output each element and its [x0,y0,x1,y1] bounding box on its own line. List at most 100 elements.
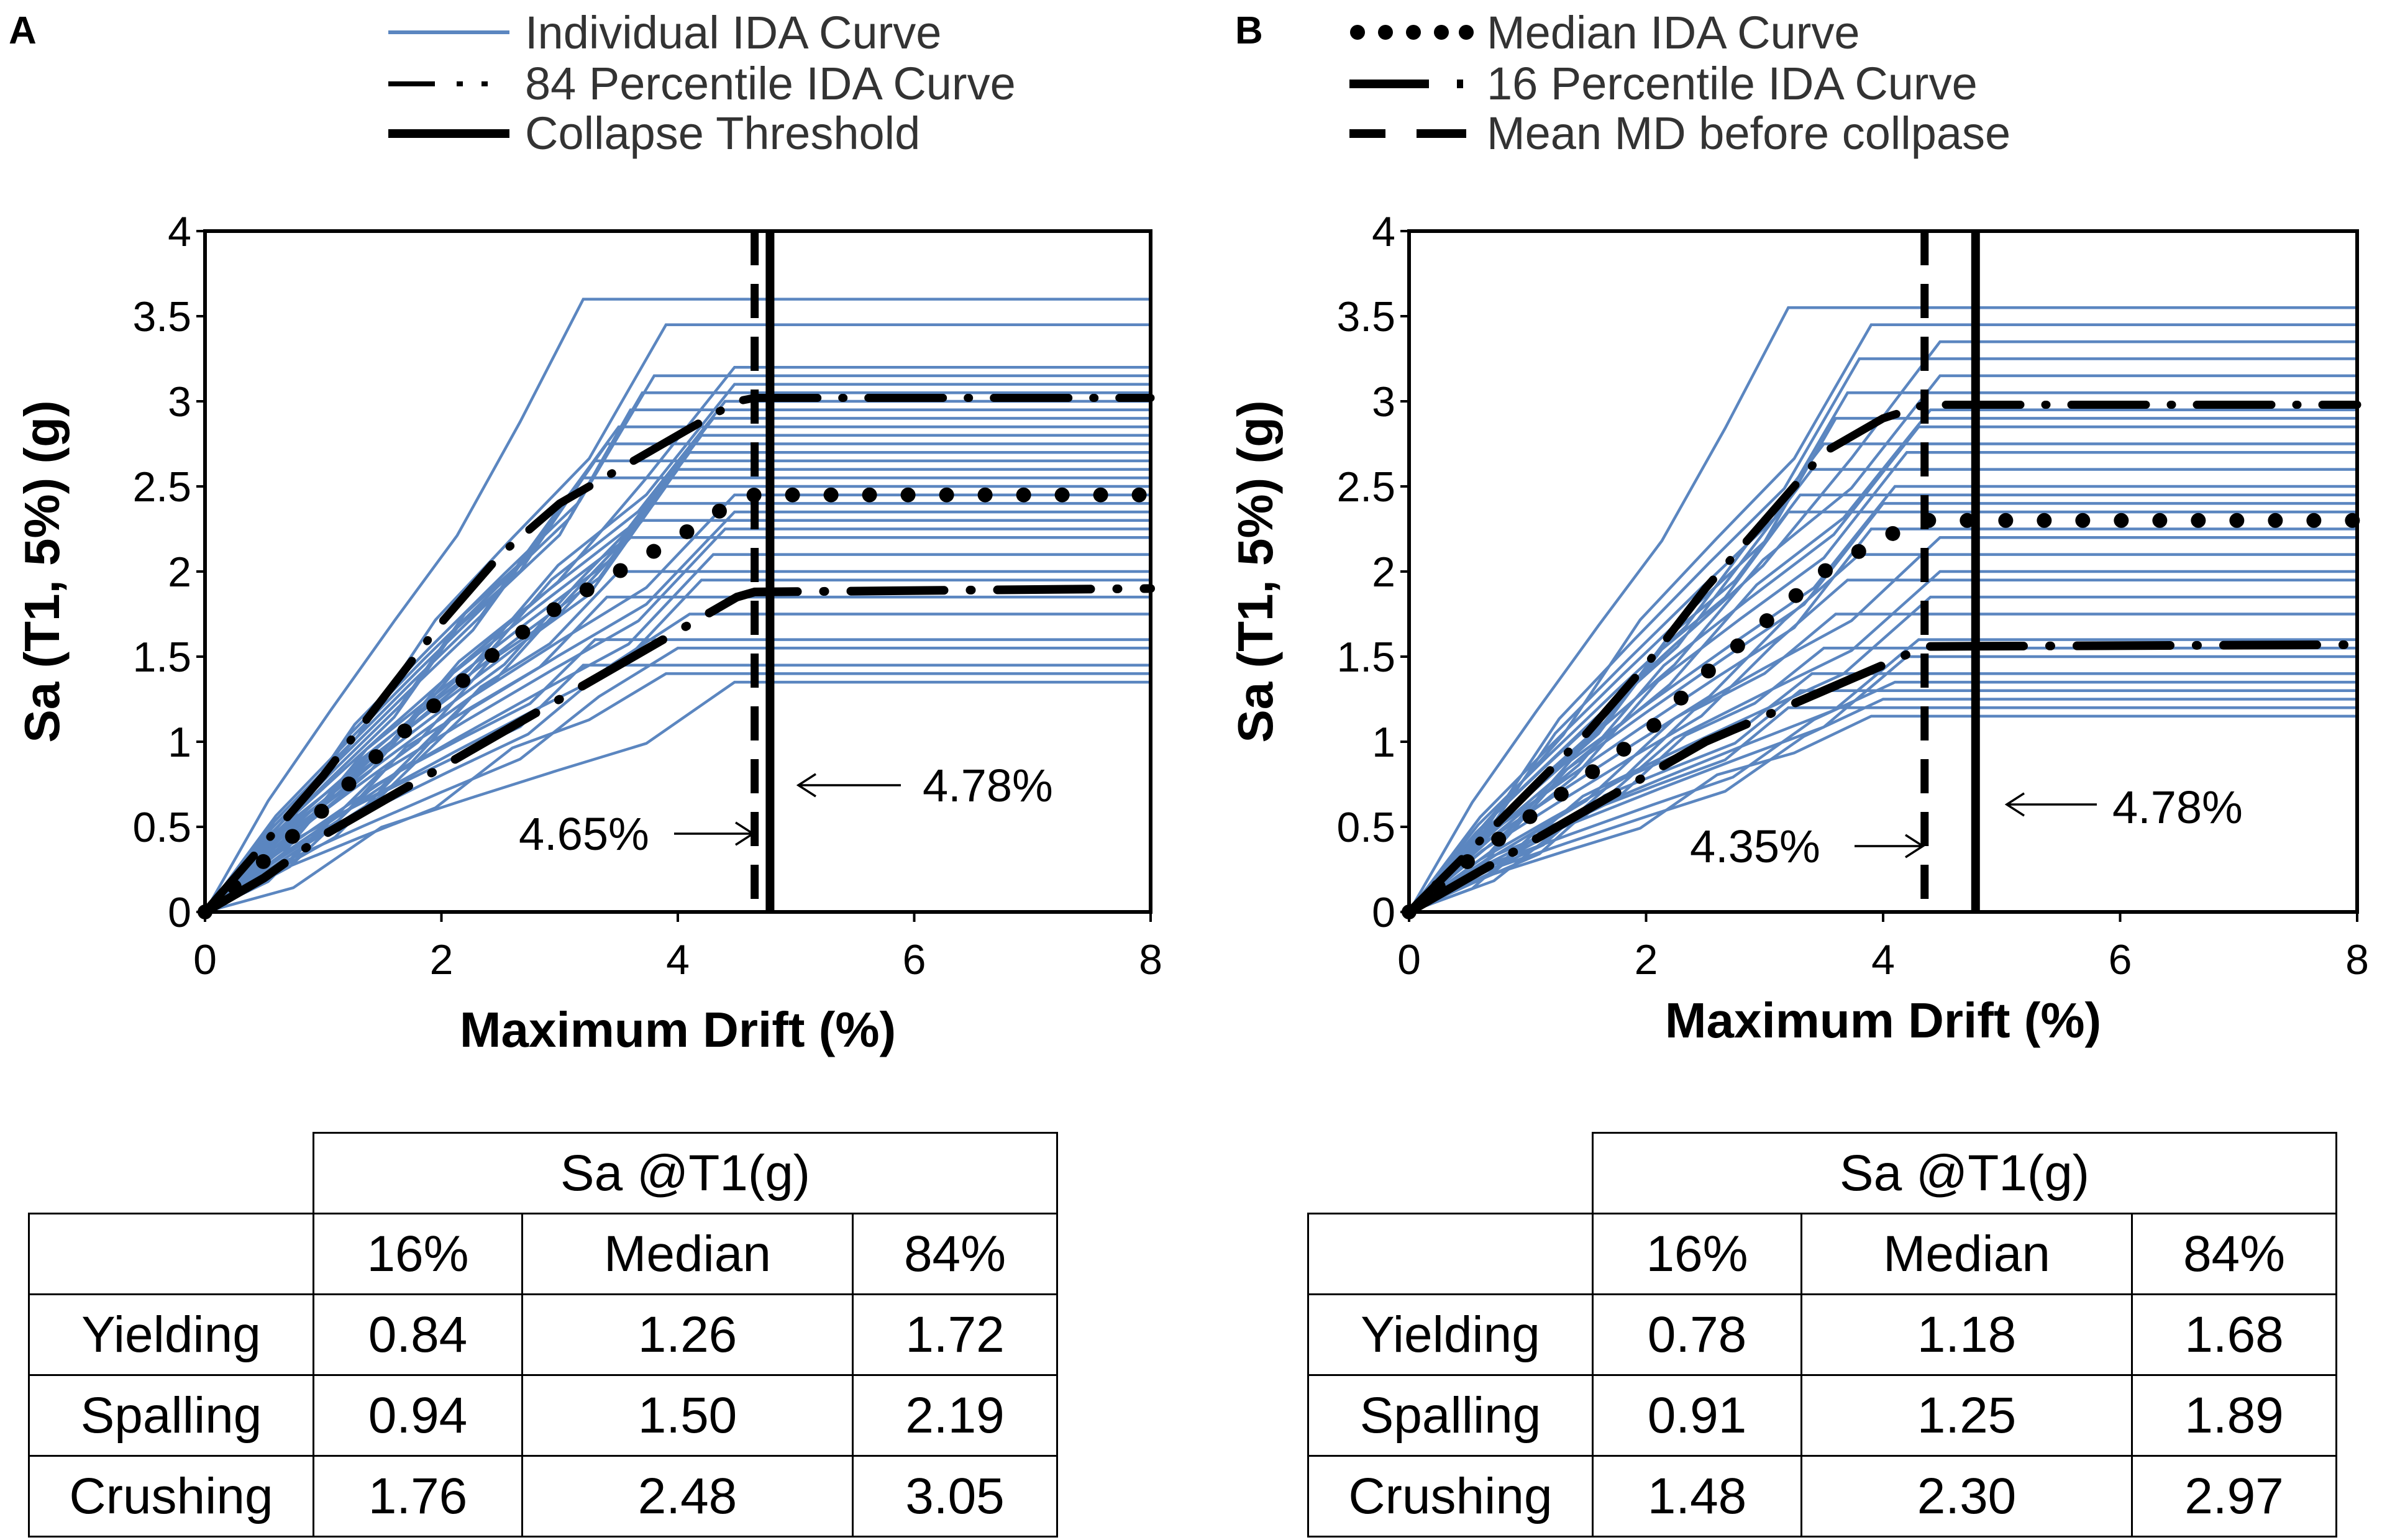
table-a-cell: 3.05 [852,1455,1058,1538]
x-tick-label: 8 [1139,936,1162,983]
legend-label-mean-md: Mean MD before collpase [1487,107,2010,159]
table-a-cell: 2.19 [852,1374,1058,1457]
individual-ida-curve [1408,553,2357,913]
individual-ida-curve [204,476,1151,913]
percentile-16-ida-curve [1405,640,2361,916]
x-tick-label: 6 [903,936,926,983]
table-b-cell: 0.78 [1592,1293,1802,1376]
y-tick-label: 0 [168,889,191,936]
table-b-cell: 1.48 [1592,1455,1802,1538]
y-tick-label: 0 [1372,889,1395,936]
table-a-header-row: Sa @T1(g) [29,1132,1058,1214]
y-tick-label: 2.5 [132,463,191,511]
table-row: Spalling 0.91 1.25 1.89 [1307,1374,2337,1457]
annotation-b-mean-md: 4.35% [1690,821,1820,872]
individual-ida-curve [204,595,1151,913]
y-tick-label: 0.5 [132,804,191,851]
x-tick-label: 6 [2109,936,2132,983]
percentile-16-ida-curve [201,584,1155,916]
table-a-cell: 0.94 [313,1374,523,1457]
panel-letter-a: A [9,9,37,52]
individual-ida-curve [204,553,1151,913]
table-a-cell: 1.26 [521,1293,854,1376]
legend-label-median-ida: Median IDA Curve [1487,7,1860,58]
table-b-cell: 2.97 [2131,1455,2337,1538]
table-a-col-median: Median [521,1213,854,1295]
individual-ida-curve [1408,442,2357,913]
y-tick-label: 2 [1372,549,1395,596]
y-tick-label: 3 [1372,378,1395,426]
y-tick-label: 3 [168,378,191,426]
y-tick-label: 1 [1372,719,1395,766]
legend-swatch-median-ida [1350,25,1474,40]
individual-ida-curve [1408,425,2357,913]
table-b-cell: 1.18 [1800,1293,2133,1376]
table-b-col-median: Median [1800,1213,2133,1295]
individual-ida-curve [204,502,1151,913]
y-axis-title-b: Sa (T1, 5%) (g) [1228,400,1283,742]
table-a-corner-cell [29,1132,314,1214]
table-b: Sa @T1(g) 16% Median 84% Yielding 0.78 1… [1307,1132,2337,1538]
y-tick-label: 0.5 [1336,804,1395,851]
individual-ida-curve [204,408,1151,913]
x-tick-label: 2 [1635,936,1658,983]
table-a-cell: 1.76 [313,1455,523,1538]
percentile-84-ida-curve [201,394,1155,916]
table-b-row-label: Spalling [1307,1374,1594,1457]
individual-ida-curve [204,638,1151,913]
x-axis-title-b: Maximum Drift (%) [1665,993,2101,1048]
individual-ida-curve [1408,468,2357,913]
table-b-blank-cell [1307,1213,1594,1295]
individual-ida-curve [204,468,1151,913]
arrow-a-mean-md [674,821,755,846]
arrow-b-collapse [2004,792,2097,817]
table-row: Spalling 0.94 1.50 2.19 [28,1374,1058,1457]
table-b-header-row: Sa @T1(g) [1308,1132,2337,1214]
y-axis-title-a: Sa (T1, 5%) (g) [14,400,70,742]
y-tick-label: 1.5 [1336,634,1395,681]
panel-letter-b: B [1235,9,1263,52]
table-b-cell: 2.30 [1800,1455,2133,1538]
table-row: Crushing 1.76 2.48 3.05 [28,1455,1058,1538]
individual-ida-curve [1408,613,2357,913]
y-tick-label: 2 [168,549,191,596]
x-tick-label: 4 [666,936,690,983]
table-row: Yielding 0.84 1.26 1.72 [28,1293,1058,1376]
legend-label-84-percentile: 84 Percentile IDA Curve [525,58,1016,109]
table-b-column-row: 16% Median 84% [1307,1213,2337,1295]
individual-ida-curve [204,425,1151,913]
x-tick-label: 4 [1871,936,1895,983]
table-a-cell: 1.72 [852,1293,1058,1376]
arrow-a-collapse [796,773,901,798]
chart-a: 0 2 4 6 8 0 0.5 1 1.5 2 2.5 3 3.5 4 Maximum Drift (%)… [14,208,1162,1057]
table-a-blank-cell [28,1213,314,1295]
y-tick-label: 3.5 [1336,293,1395,340]
table-a-column-row: 16% Median 84% [28,1213,1058,1295]
table-b-corner-cell [1308,1132,1594,1214]
y-tick-label: 1 [168,719,191,766]
table-b-col-84: 84% [2131,1213,2337,1295]
table-b-cell: 0.91 [1592,1374,1802,1457]
percentile-84-ida-curve [1405,401,2361,916]
x-tick-label: 8 [2345,936,2369,983]
median-ida-curve [1402,513,2365,919]
table-b-row-label: Crushing [1307,1455,1594,1538]
table-row: Yielding 0.78 1.18 1.68 [1307,1293,2337,1376]
chart-b: 0 2 4 6 8 0 0.5 1 1.5 2 2.5 3 3.5 4 Maximum Drift (%)… [1228,208,2369,1048]
threshold-lines-b [1920,231,1980,912]
table-a-row-label: Spalling [28,1374,314,1457]
arrow-b-mean-md [1855,834,1925,859]
table-b-cell: 1.25 [1800,1374,2133,1457]
y-tick-label: 2.5 [1336,463,1395,511]
individual-ida-curve [1408,698,2357,913]
annotation-a-mean-md: 4.65% [519,808,649,860]
individual-ida-curve [1408,570,2357,913]
summary-curves-b [1402,401,2365,919]
table-b-header: Sa @T1(g) [1592,1132,2337,1214]
legend-label-individual-ida: Individual IDA Curve [525,7,941,58]
individual-ida-curve [1408,714,2357,914]
annotation-b-collapse: 4.78% [2112,781,2243,833]
table-a-col-84: 84% [852,1213,1058,1295]
table-a-cell: 2.48 [521,1455,854,1538]
y-tick-label: 4 [1372,208,1395,255]
